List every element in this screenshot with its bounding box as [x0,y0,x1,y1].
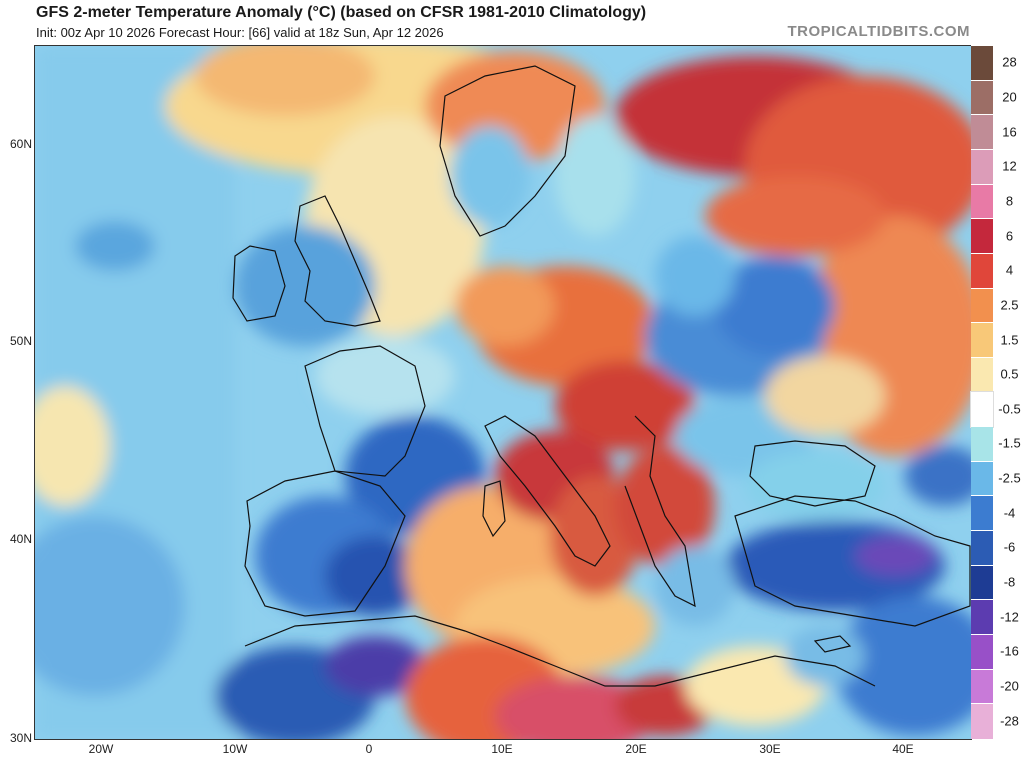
legend-label: 12 [1002,158,1017,174]
legend-label: 20 [1002,89,1017,105]
map-canvas [35,46,971,739]
chart-title: GFS 2-meter Temperature Anomaly (°C) (ba… [36,4,647,21]
legend-swatch [971,218,993,254]
legend-label: 0.5 [1000,366,1019,382]
legend-label: 8 [1005,193,1014,209]
legend-swatch [971,252,993,289]
legend-swatch [971,495,993,532]
legend-label: 2.5 [1000,297,1019,313]
legend-label: 28 [1002,54,1017,70]
lat-label-30n: 30N [9,731,32,745]
legend-swatch [971,114,993,150]
legend-label: -20 [1000,678,1019,694]
legend-swatch [971,426,993,462]
lon-label-10w: 10W [222,742,248,756]
legend-label: -1.5 [998,435,1021,451]
legend-swatch [971,45,993,81]
legend-swatch [971,287,993,324]
legend-swatch [971,460,993,497]
legend-label: 1.5 [1000,332,1019,348]
lon-label-30e: 30E [759,742,781,756]
legend-swatch [971,668,993,705]
legend-label: 16 [1002,124,1017,140]
color-legend: 28 20 16 12 8 6 4 2.5 1.5 0.5 -0.5 -1.5 -2.5 -4 -6 -8 -1… [970,45,1024,739]
legend-swatch [970,390,994,429]
forecast-info: Init: 00z Apr 10 2026 Forecast Hour: [66… [36,25,444,40]
legend-swatch [971,564,993,601]
lon-label-40e: 40E [892,742,914,756]
legend-label: 4 [1005,262,1014,278]
lon-label-0: 0 [365,742,373,756]
temperature-anomaly-map[interactable] [34,45,972,740]
legend-swatch [971,79,993,116]
lat-label-60n: 60N [9,137,32,151]
legend-label: -28 [1000,713,1019,729]
lon-label-10e: 10E [491,742,513,756]
lon-label-20e: 20E [625,742,647,756]
legend-label: -4 [1003,505,1016,521]
legend-label: -6 [1003,539,1016,555]
legend-swatch [971,322,993,358]
legend-label: 6 [1005,228,1014,244]
legend-swatch [971,599,993,636]
brand-watermark: TROPICALTIDBITS.COM [787,23,970,40]
lat-label-50n: 50N [9,334,32,348]
legend-swatch [971,634,993,670]
lat-label-40n: 40N [9,532,32,546]
legend-label: -0.5 [998,401,1021,417]
lon-label-20w: 20W [88,742,114,756]
legend-swatch [971,148,993,185]
legend-swatch [971,530,993,566]
legend-label: -2.5 [998,470,1021,486]
legend-swatch [971,183,993,220]
legend-label: -16 [1000,643,1019,659]
legend-swatch [971,703,993,739]
legend-label: -8 [1003,574,1016,590]
coastlines [232,65,971,687]
legend-label: -12 [1000,609,1019,625]
legend-swatch [971,356,993,393]
